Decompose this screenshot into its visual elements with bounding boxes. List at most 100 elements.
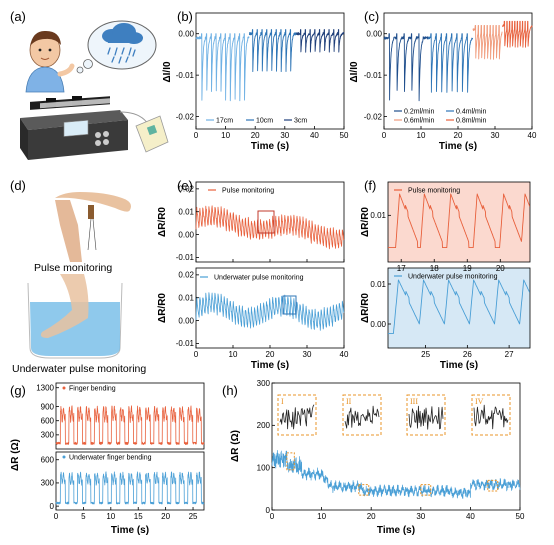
panel-label-c: (c) [364, 9, 379, 24]
h-ytick-label: 200 [257, 421, 271, 430]
inset-marker-I [286, 452, 295, 471]
f-bottom-line [387, 279, 531, 335]
legend-b: 17cm 10cm 3cm [206, 118, 307, 125]
legend-label-3cm: 3cm [294, 118, 307, 125]
zoom-box-e-bottom [282, 295, 297, 315]
inset-trace-II [344, 405, 380, 429]
x-axis-label-f: Time (s) [440, 360, 478, 371]
y-axis-label-e-top: ΔR/R0 [157, 207, 168, 237]
inset-label-IV: IV [475, 397, 484, 406]
c-xtick-label: 20 [454, 131, 463, 140]
g-top-ytick-label: 1300 [36, 384, 54, 393]
y-axis-label-e-bottom: ΔR/R0 [157, 293, 168, 323]
h-xtick-label: 50 [516, 512, 525, 521]
rain-cloud-icon [102, 23, 143, 64]
legend-label-f-top: Pulse monitoring [408, 188, 460, 195]
sensor-band [88, 205, 94, 219]
y-axis-label-c: ΔI/I0 [349, 61, 360, 83]
c-xtick-label: 0 [382, 131, 387, 140]
panel-label-b: (b) [177, 9, 193, 24]
g-xtick-label: 25 [189, 512, 198, 521]
x-axis-label-h: Time (s) [377, 525, 415, 536]
g-xtick-label: 5 [81, 512, 86, 521]
series-line-f-top [387, 193, 531, 249]
g-xtick-label: 10 [106, 512, 115, 521]
h-xtick-label: 40 [466, 512, 475, 521]
legend-c: 0.2ml/min 0.4ml/min 0.6ml/min 0.8ml/min [394, 109, 486, 125]
b-xtick-label: 10 [221, 131, 230, 140]
chart-e: 0.02 0.01 0.00 -0.01 0.02 0.01 0.00 -0.01 0 10 20 3… [157, 181, 349, 371]
b-ytick-label: 0.00 [178, 30, 194, 39]
legend-label-e-bottom: Underwater pulse monitoring [214, 275, 304, 282]
f-bottom-ytick-label: 0.00 [370, 320, 386, 329]
f-top-xtick-label: 19 [463, 264, 472, 273]
x-axis-label-c: Time (s) [439, 141, 477, 152]
f-bottom-xtick-label: 27 [505, 350, 514, 359]
g-bottom-ytick-label: 0 [50, 502, 55, 511]
inset-marker-III [420, 484, 432, 496]
inset-marker-IV [487, 479, 499, 492]
inset-label-I: I [281, 397, 284, 406]
x-axis-label-e: Time (s) [251, 360, 289, 371]
series-lines-c [383, 20, 533, 102]
h-xtick-label: 10 [317, 512, 326, 521]
g-xtick-label: 20 [161, 512, 170, 521]
inset-label-II: II [346, 397, 352, 406]
c-xtick-label: 30 [491, 131, 500, 140]
series-line-h [271, 450, 521, 499]
legend-label-f-bottom: Underwater pulse monitoring [408, 274, 498, 281]
e-top-ytick-label: -0.01 [176, 253, 195, 262]
chart-b: 0 10 20 30 40 500.00-0.01-0.02 17cm 10cm 3cm … [162, 12, 349, 152]
g-bottom-line [55, 471, 205, 505]
c-series-1 [428, 33, 474, 93]
inset-label-III: III [410, 397, 418, 406]
b-xtick-label: 30 [280, 131, 289, 140]
e-xtick-label: 10 [229, 350, 238, 359]
boy-figure [25, 30, 75, 93]
f-top-line [387, 193, 531, 249]
zoom-box-e-top [257, 210, 275, 234]
f-top-xtick-label: 17 [397, 264, 406, 273]
inset-trace-IV [473, 404, 509, 430]
g-xtick-label: 15 [134, 512, 143, 521]
b-ytick-label: -0.02 [176, 112, 195, 121]
series-line-f-bottom [387, 279, 531, 335]
b-xtick-label: 40 [310, 131, 319, 140]
panel-label-f: (f) [364, 178, 376, 193]
panel-label-g: (g) [10, 383, 26, 398]
b-series-1 [248, 29, 297, 73]
g-top-ytick-label: 900 [41, 402, 55, 411]
inset-trace-I [279, 404, 315, 430]
legend-label-g-bottom: Underwater finger bending [69, 455, 152, 462]
g-top-line [55, 405, 205, 446]
y-axis-label-f-bottom: ΔR/R0 [360, 293, 371, 323]
illustration-syringe-pump [20, 20, 169, 160]
e-xtick-label: 0 [194, 350, 199, 359]
e-xtick-label: 30 [303, 350, 312, 359]
b-series-0 [195, 33, 250, 102]
c-ytick-label: -0.02 [364, 112, 383, 121]
y-axis-label-g: ΔR (Ω) [10, 439, 21, 471]
g-bottom-ytick-label: 600 [41, 456, 55, 465]
e-top-ytick-label: 0.01 [178, 208, 194, 217]
f-top-xtick-label: 20 [496, 264, 505, 273]
b-ytick-label: -0.01 [176, 71, 195, 80]
h-xtick-label: 0 [270, 512, 275, 521]
y-axis-label-h: ΔR (Ω) [230, 430, 241, 462]
h-ytick-label: 0 [266, 506, 271, 515]
e-top-line [195, 205, 345, 250]
f-bottom-ytick-label: 0.01 [370, 280, 386, 289]
g-xtick-label: 0 [54, 512, 59, 521]
c-ytick-label: 0.00 [366, 30, 382, 39]
e-bottom-ytick-label: -0.01 [176, 339, 195, 348]
c-series-3 [502, 20, 533, 48]
inset-box-I [277, 394, 317, 436]
f-bottom-xtick-label: 26 [463, 350, 472, 359]
h-ytick-label: 100 [257, 463, 271, 472]
g-bottom-ytick-label: 300 [41, 479, 55, 488]
h-ytick-label: 300 [257, 379, 271, 388]
h-xtick-label: 20 [367, 512, 376, 521]
e-bottom-ytick-label: 0.02 [178, 271, 194, 280]
series-line-g-bottom [55, 471, 205, 505]
